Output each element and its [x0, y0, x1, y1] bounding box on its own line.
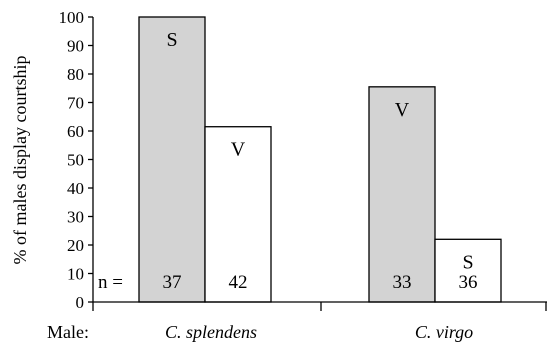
y-tick-label: 90 — [67, 37, 84, 56]
y-tick-label: 60 — [67, 122, 84, 141]
bar-label: S — [462, 251, 473, 273]
bar — [434, 238, 502, 303]
bar — [138, 16, 206, 303]
bar-label: V — [231, 139, 246, 161]
group-label: C. splendens — [165, 322, 257, 342]
y-tick-label: 20 — [67, 236, 84, 255]
n-prefix-label: n = — [98, 272, 123, 293]
y-tick-label: 80 — [67, 65, 84, 84]
bar — [204, 126, 272, 303]
y-tick-label: 30 — [67, 208, 84, 227]
y-tick-label: 0 — [76, 293, 85, 312]
bar-label: S — [166, 29, 177, 51]
n-value-label: 42 — [229, 272, 248, 293]
axes — [92, 17, 547, 311]
y-axis-label: % of males display courtship — [10, 56, 30, 265]
y-tick-label: 40 — [67, 179, 84, 198]
y-tick-label: 50 — [67, 151, 84, 170]
x-axis-prefix-label: Male: — [47, 322, 89, 342]
n-value-label: 36 — [459, 272, 478, 293]
y-tick-label: 10 — [67, 265, 84, 284]
y-axis-ticks: 0 10 20 30 40 50 60 70 80 90 100 — [59, 8, 93, 312]
n-value-label: 37 — [163, 272, 182, 293]
y-tick-label: 70 — [67, 94, 84, 113]
y-tick-label: 100 — [59, 8, 85, 27]
n-value-label: 33 — [393, 272, 412, 293]
bar-label: V — [395, 99, 410, 121]
bar — [368, 86, 436, 303]
group-label: C. virgo — [415, 322, 473, 342]
group-labels: C. splendens C. virgo — [165, 322, 473, 342]
